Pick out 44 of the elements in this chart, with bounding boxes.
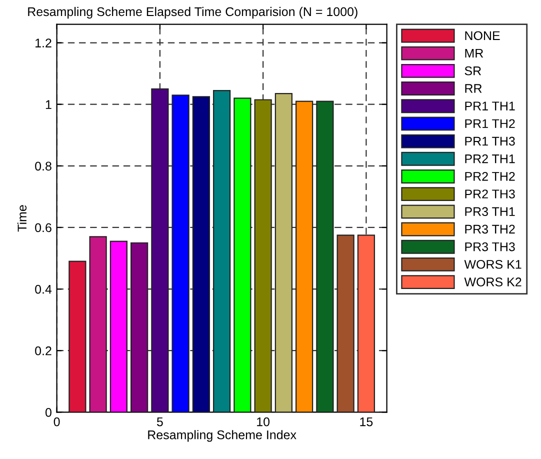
bar [130, 242, 148, 412]
legend-label: PR3 TH1 [465, 207, 515, 216]
legend-label: PR1 TH2 [465, 119, 515, 128]
bar [68, 260, 86, 412]
x-axis-title: Resampling Scheme Index [148, 430, 296, 442]
bar [234, 98, 252, 412]
legend-label: PR3 TH2 [465, 224, 515, 234]
y-tick-label: 1.2 [36, 38, 52, 48]
x-tick-label: 15 [360, 418, 373, 426]
bar [172, 94, 190, 412]
y-tick-label: 1 [46, 100, 52, 109]
legend-label: PR1 TH3 [465, 136, 515, 146]
x-tick-label: 5 [156, 418, 163, 426]
bar [316, 100, 334, 412]
y-tick-label: 0.2 [35, 346, 52, 356]
bar [213, 90, 231, 412]
bar [296, 100, 314, 412]
legend-label: PR2 TH1 [465, 154, 515, 164]
bar [274, 93, 292, 412]
y-tick-label: 0 [45, 408, 52, 417]
x-tick-label: 10 [257, 417, 270, 426]
legend-label: WORS K2 [464, 278, 522, 286]
legend-label: PR1 TH1 [465, 102, 515, 110]
bar [336, 234, 354, 412]
y-tick-label: 0.6 [35, 223, 52, 232]
bar [192, 96, 210, 412]
legend-label: RR [465, 84, 482, 93]
bar [89, 236, 107, 412]
x-tick-label: 0 [54, 417, 60, 426]
y-axis-title: Time [17, 205, 27, 232]
legend-label: WORS K1 [464, 260, 522, 269]
bar [151, 88, 169, 412]
bar [357, 234, 375, 412]
legend-label: MR [465, 48, 484, 58]
legend-label: NONE [465, 31, 500, 40]
legend-label: SR [464, 66, 481, 76]
legend-label: PR2 TH2 [465, 172, 515, 181]
legend-label: PR3 TH3 [465, 242, 515, 252]
legend-label: PR2 TH3 [465, 190, 515, 198]
chart-title: Resampling Scheme Elapsed Time Comparision (N = 1000) [28, 6, 358, 19]
y-tick-label: 0.4 [35, 284, 52, 294]
bar [110, 240, 128, 412]
y-tick-label: 0.8 [35, 162, 52, 171]
bar [254, 99, 272, 412]
